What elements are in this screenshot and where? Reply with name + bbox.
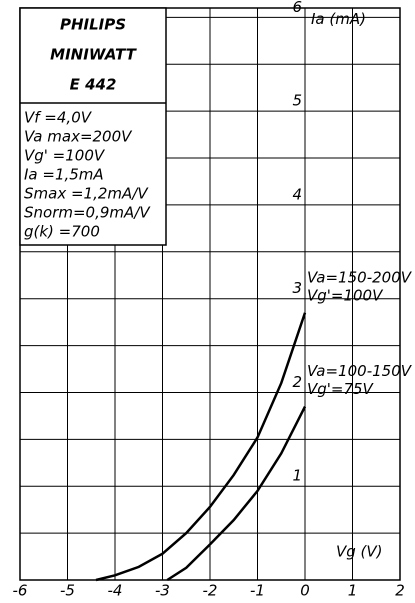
curve-label: Va=100-150V [307, 362, 413, 380]
box-title: MINIWATT [50, 46, 137, 64]
spec-line: Smax =1,2mA/V [24, 185, 149, 203]
y-tick-label: 5 [292, 92, 302, 110]
grid [19, 8, 401, 580]
curve [95, 312, 307, 582]
spec-line: g(k) =700 [24, 223, 100, 241]
curve [166, 405, 307, 582]
spec-box [19, 7, 167, 246]
curve-label: Vg'=100V [307, 286, 384, 304]
x-tick-label: -4 [108, 582, 123, 600]
y-tick-label: 6 [292, 0, 302, 16]
y-tick-label: 1 [292, 467, 302, 485]
y-tick-label: 2 [292, 373, 302, 391]
y-tick-label: 4 [292, 185, 302, 203]
spec-line: Vg' =100V [24, 147, 106, 165]
y-tick-label: 3 [292, 279, 302, 297]
x-tick-label: -5 [60, 582, 75, 600]
box-title: PHILIPS [60, 16, 126, 34]
spec-line: Va max=200V [24, 128, 133, 146]
x-tick-label: 0 [300, 582, 310, 600]
spec-line: Ia =1,5mA [24, 166, 104, 184]
curve-label: Vg'=75V [307, 380, 375, 398]
x-tick-label: 2 [395, 582, 405, 600]
x-tick-label: -6 [13, 582, 28, 600]
box-title: E 442 [70, 76, 117, 94]
spec-line: Vf =4,0V [24, 109, 93, 127]
x-tick-label: -3 [155, 582, 170, 600]
plot-frame [19, 7, 401, 581]
x-axis-label: Vg (V) [336, 543, 383, 561]
x-tick-label: -2 [203, 582, 218, 600]
x-tick-label: -1 [250, 582, 265, 600]
x-tick-label: 1 [348, 582, 358, 600]
y-axis-label: Ia (mA) [311, 10, 366, 28]
spec-line: Snorm=0,9mA/V [24, 204, 151, 222]
curve-label: Va=150-200V [307, 268, 413, 286]
